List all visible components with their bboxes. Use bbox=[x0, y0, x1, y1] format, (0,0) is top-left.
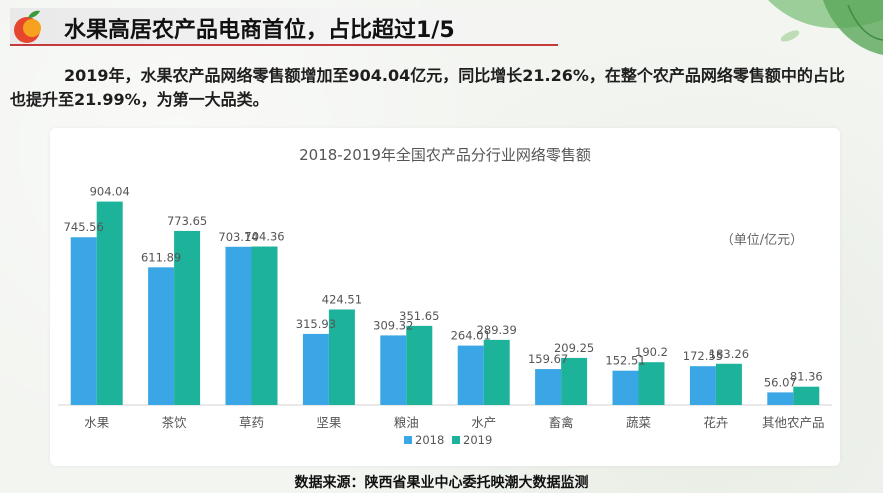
legend-swatch-2018 bbox=[404, 436, 412, 444]
bar-2018-9 bbox=[767, 392, 794, 405]
x-tick-label-2: 草药 bbox=[239, 415, 264, 430]
data-label-2018-2: 703.14 bbox=[218, 230, 258, 244]
data-label-2018-1: 611.89 bbox=[141, 250, 181, 264]
bar-2019-4 bbox=[406, 325, 433, 405]
data-label-2019-1: 773.65 bbox=[167, 214, 207, 228]
bar-2019-3 bbox=[328, 309, 355, 405]
x-tick-label-8: 花卉 bbox=[703, 415, 728, 430]
legend-label-2018: 2018 bbox=[415, 433, 444, 447]
bar-2019-8 bbox=[715, 363, 742, 405]
bar-2019-9 bbox=[793, 386, 820, 405]
bar-2018-3 bbox=[302, 333, 329, 405]
chart-title: 2018-2019年全国农产品分行业网络零售额 bbox=[299, 146, 591, 164]
data-label-2019-5: 289.39 bbox=[477, 323, 517, 337]
page-title: 水果高居农产品电商首位，占比超过1/5 bbox=[64, 18, 455, 43]
legend-label-2019: 2019 bbox=[463, 433, 492, 447]
data-label-2018-7: 152.51 bbox=[605, 354, 645, 368]
bar-2019-5 bbox=[483, 339, 510, 405]
title-bar: 水果高居农产品电商首位，占比超过1/5 bbox=[10, 8, 558, 46]
data-label-2019-0: 904.04 bbox=[90, 185, 130, 199]
data-label-2019-7: 190.2 bbox=[635, 345, 668, 359]
legend-swatch-2019 bbox=[452, 436, 460, 444]
bar-2018-0 bbox=[70, 237, 97, 405]
data-label-2018-5: 264.01 bbox=[451, 329, 491, 343]
chart-panel: 2018-2019年全国农产品分行业网络零售额 （单位/亿元） 745.56 90… bbox=[50, 128, 840, 466]
bar-2019-7 bbox=[638, 362, 665, 405]
data-label-2019-3: 424.51 bbox=[322, 292, 362, 306]
data-label-2019-6: 209.25 bbox=[554, 341, 594, 355]
bar-2019-2 bbox=[251, 246, 278, 405]
bar-2019-0 bbox=[96, 201, 123, 405]
data-label-2019-4: 351.65 bbox=[399, 309, 439, 323]
x-tick-label-0: 水果 bbox=[84, 415, 110, 430]
leaf-decoration-icon bbox=[768, 0, 883, 55]
data-label-2018-0: 745.56 bbox=[64, 220, 104, 234]
bar-2018-7 bbox=[612, 370, 639, 405]
x-tick-label-5: 水产 bbox=[471, 415, 496, 430]
bar-2018-1 bbox=[148, 267, 175, 405]
bar-2019-1 bbox=[174, 230, 201, 405]
data-label-2018-4: 309.32 bbox=[373, 318, 413, 332]
data-label-2018-9: 56.07 bbox=[764, 375, 797, 389]
bar-2018-6 bbox=[535, 369, 562, 405]
x-tick-label-9: 其他农产品 bbox=[762, 415, 825, 430]
data-label-2019-8: 183.26 bbox=[709, 347, 749, 361]
x-tick-label-3: 坚果 bbox=[316, 415, 342, 430]
fruit-logo-icon bbox=[14, 10, 41, 43]
bar-2018-4 bbox=[380, 335, 407, 405]
data-source-note: 数据来源：陕西省果业中心委托映潮大数据监测 bbox=[294, 475, 589, 491]
bar-2018-2 bbox=[225, 246, 252, 405]
data-label-2019-9: 81.36 bbox=[790, 370, 823, 384]
bar-2018-8 bbox=[689, 366, 716, 405]
x-tick-label-7: 蔬菜 bbox=[626, 415, 652, 430]
x-tick-label-6: 畜禽 bbox=[549, 415, 575, 430]
data-label-2019-2: 704.36 bbox=[244, 230, 284, 244]
bar-2019-6 bbox=[561, 357, 588, 405]
intro-paragraph: 2019年，水果农产品网络零售额增加至904.04亿元，同比增长21.26%，在… bbox=[10, 66, 845, 109]
unit-label: （单位/亿元） bbox=[721, 233, 803, 248]
bar-chart: 2018-2019年全国农产品分行业网络零售额 （单位/亿元） 745.56 90… bbox=[58, 146, 832, 447]
data-label-2018-8: 172.55 bbox=[683, 349, 723, 363]
bar-2018-5 bbox=[457, 345, 484, 405]
data-label-2018-3: 315.93 bbox=[296, 317, 336, 331]
x-tick-label-1: 茶饮 bbox=[162, 415, 188, 430]
data-label-2018-6: 159.67 bbox=[528, 352, 568, 366]
x-tick-label-4: 粮油 bbox=[394, 415, 419, 430]
